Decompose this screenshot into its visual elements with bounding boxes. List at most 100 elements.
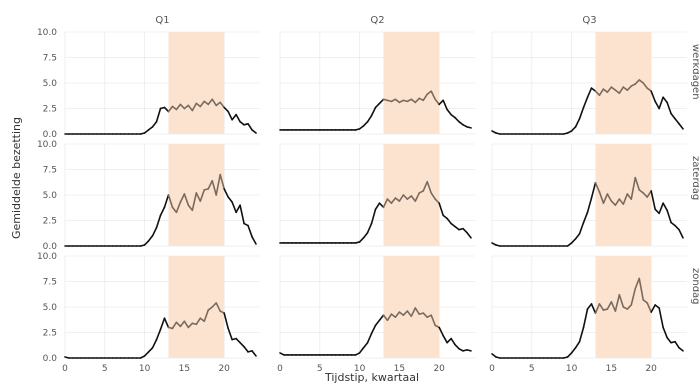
series-segment	[155, 328, 162, 341]
series-segment	[582, 96, 589, 109]
series-segment	[590, 303, 597, 314]
series-segment	[390, 197, 397, 204]
series-segment	[394, 197, 401, 202]
series-segment	[215, 302, 222, 312]
series-segment	[570, 346, 577, 354]
series-segment	[442, 214, 448, 220]
series-segment	[151, 226, 158, 237]
series-segment	[147, 346, 154, 353]
series-segment	[414, 97, 421, 104]
series-segment	[598, 88, 605, 97]
x-tick-label: 10	[139, 364, 151, 374]
series-segment	[422, 93, 429, 102]
series-segment	[382, 198, 389, 209]
panel-q1-werkdagen: 0.0 2.5 5.0 7.5 10.0	[37, 28, 260, 140]
x-tick-label: 15	[394, 364, 405, 374]
series-segment	[638, 79, 645, 84]
series-segment	[219, 101, 225, 109]
series-segment	[179, 320, 186, 328]
series-segment	[454, 225, 460, 231]
series-segment	[227, 196, 233, 203]
highlight-band	[595, 144, 652, 246]
series-segment	[446, 217, 452, 225]
series-segment	[430, 90, 437, 101]
series-segment	[151, 120, 158, 128]
series-segment	[618, 198, 625, 205]
series-segment	[578, 106, 585, 120]
series-segment	[155, 107, 162, 123]
series-segment	[654, 208, 660, 215]
series-segment	[626, 85, 633, 91]
y-tick-label: 0.0	[43, 130, 58, 140]
series-segment	[394, 98, 401, 104]
series-segment	[374, 202, 381, 211]
series-segment	[642, 299, 649, 304]
series-segment	[183, 320, 190, 329]
series-segment	[402, 310, 409, 316]
series-segment	[454, 343, 460, 350]
series-segment	[438, 202, 444, 217]
series-segment	[630, 176, 637, 200]
row-strip-label: zondag	[690, 268, 699, 305]
column-strip-label: Q2	[370, 15, 384, 26]
highlight-band	[168, 32, 225, 134]
series-segment	[566, 242, 573, 247]
series-segment	[187, 204, 194, 212]
series-segment	[247, 224, 253, 238]
series-segment	[650, 190, 656, 211]
y-axis-title: Gemiddelde bezetting	[10, 117, 23, 239]
series-segment	[491, 353, 497, 358]
series-segment	[239, 341, 245, 348]
series-segment	[654, 100, 660, 110]
series-segment	[438, 99, 444, 106]
series-segment	[674, 117, 680, 125]
panel-q2-zondag: 0 5 10 15 20	[277, 255, 475, 374]
y-tick-label: 2.5	[43, 217, 57, 227]
series-segment	[574, 232, 581, 240]
series-segment	[454, 116, 460, 123]
series-segment	[175, 321, 182, 328]
series-segment	[366, 332, 373, 344]
series-segment	[426, 180, 433, 194]
series-segment	[634, 277, 641, 290]
series-segment	[450, 337, 456, 346]
y-tick-label: 0.0	[43, 242, 58, 252]
y-tick-label: 7.5	[43, 278, 57, 288]
series-segment	[582, 211, 589, 224]
series-segment	[219, 173, 225, 190]
series-segment	[674, 340, 680, 349]
series-segment	[191, 102, 198, 112]
series-segment	[658, 202, 664, 215]
x-tick-label: 0	[277, 364, 283, 374]
x-tick-label: 20	[218, 364, 230, 374]
series-segment	[610, 200, 617, 206]
series-segment	[374, 102, 381, 109]
series-segment	[179, 103, 186, 110]
series-segment	[414, 307, 421, 315]
series-segment	[574, 117, 581, 128]
series-segment	[251, 350, 257, 357]
series-segment	[606, 301, 613, 310]
x-tick-label: 15	[179, 364, 190, 374]
series-segment	[199, 189, 206, 202]
series-segment	[566, 352, 573, 358]
series-segment	[243, 345, 249, 353]
series-segment	[578, 326, 585, 343]
series-segment	[167, 105, 174, 113]
y-tick-label: 5.0	[43, 191, 58, 201]
series-segment	[590, 87, 597, 92]
series-segment	[410, 98, 417, 104]
series-segment	[578, 221, 585, 235]
series-segment	[594, 90, 601, 97]
series-segment	[223, 188, 229, 198]
y-tick-label: 10.0	[37, 252, 57, 262]
series-segment	[163, 106, 170, 113]
series-segment	[438, 326, 444, 337]
panel-q2-zaterdag	[279, 143, 475, 247]
series-segment	[406, 310, 413, 317]
series-segment	[143, 129, 150, 134]
x-tick-label: 10	[566, 364, 578, 374]
series-segment	[382, 314, 389, 322]
series-segment	[362, 341, 369, 349]
series-segment	[171, 321, 178, 330]
